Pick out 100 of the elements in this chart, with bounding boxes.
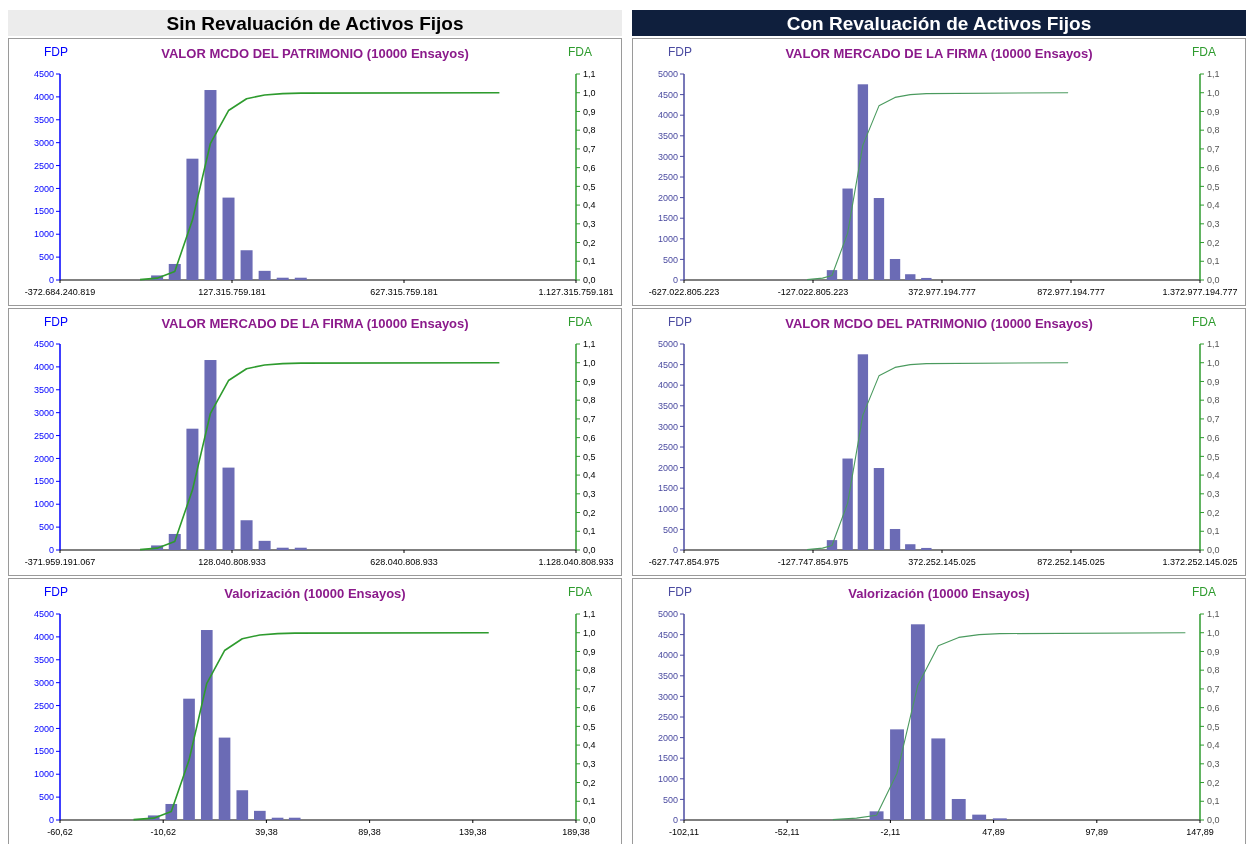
x-tick-label: 127.315.759.181	[198, 287, 266, 297]
y2-tick-label: 0,1	[1207, 796, 1220, 807]
y-tick-label: 2500	[33, 160, 54, 171]
text: Con Revaluación de Activos Fijos	[786, 13, 1092, 35]
y2-tick-label: 0,8	[1207, 395, 1220, 406]
y2-tick-label: 1,1	[583, 69, 596, 80]
y-tick-label: 4500	[33, 339, 54, 350]
y2-tick-label: 0,3	[1207, 488, 1220, 499]
y-axis-title: FDP	[668, 315, 692, 329]
y2-tick-label: 0,8	[583, 125, 596, 136]
x-tick-label: 1.128.040.808.933	[538, 557, 614, 567]
x-tick-label: 97,89	[1085, 827, 1109, 837]
line-series	[139, 361, 501, 551]
y-tick-label: 3500	[33, 654, 54, 665]
y2-tick-label: 0,2	[1207, 777, 1220, 788]
y-tick-label: 2000	[657, 192, 678, 203]
bar	[873, 468, 885, 550]
y2-tick-label: 0,4	[1207, 200, 1220, 211]
y-axis-title: FDP	[668, 585, 692, 599]
y2-tick-label: 0,9	[1207, 376, 1220, 387]
y2-tick-label: 0,6	[583, 702, 596, 713]
bar	[842, 188, 853, 280]
y-tick-label: 5000	[657, 69, 678, 80]
y2-axis-title: FDA	[1192, 315, 1216, 329]
y2-tick-label: 0,4	[1207, 740, 1220, 751]
bar	[222, 467, 235, 550]
y-tick-label: 2500	[657, 442, 678, 453]
y2-tick-label: 0,7	[583, 684, 596, 695]
y-tick-label: 0	[48, 545, 54, 556]
y-tick-label: 3500	[657, 670, 678, 681]
x-tick-label: -627.747.854.975	[648, 557, 720, 567]
x-tick-label: 372.252.145.025	[908, 557, 976, 567]
y-tick-label: 3000	[33, 137, 54, 148]
y-tick-label: 2000	[657, 462, 678, 473]
bar	[889, 528, 901, 550]
x-tick-label: 1.127.315.759.181	[538, 287, 614, 297]
x-tick-label: 628.040.808.933	[370, 557, 438, 567]
x-tick-label: -372.684.240.819	[24, 287, 96, 297]
y-tick-label: 1000	[33, 229, 54, 240]
x-tick-label: 128.040.808.933	[198, 557, 266, 567]
bar	[857, 84, 869, 280]
y2-tick-label: 0,3	[583, 758, 596, 769]
chart-title: VALOR MERCADO DE LA FIRMA (10000 Ensayos)	[785, 46, 1093, 61]
y2-tick-label: 0,1	[1207, 526, 1220, 537]
line-series	[806, 362, 1069, 551]
y2-tick-label: 0,9	[583, 376, 596, 387]
line-series	[139, 91, 501, 281]
y-tick-label: 1000	[33, 769, 54, 780]
y2-tick-label: 0,3	[1207, 218, 1220, 229]
x-tick-label: 1.372.977.194.777	[1162, 287, 1238, 297]
bar	[905, 274, 916, 280]
y2-tick-label: 1,0	[583, 627, 596, 638]
y2-tick-label: 0,5	[583, 451, 596, 462]
bar	[258, 270, 271, 280]
y-tick-label: 2000	[33, 723, 54, 734]
bar	[222, 197, 235, 280]
x-tick-label: -2,11	[880, 827, 901, 837]
y-tick-label: 4000	[33, 362, 54, 373]
y2-tick-label: 0,1	[583, 796, 596, 807]
y-tick-label: 1000	[33, 499, 54, 510]
chart-title: VALOR MCDO DEL PATRIMONIO (10000 Ensayos)	[161, 46, 469, 61]
y2-tick-label: 0,2	[583, 237, 596, 248]
chart-title: Valorización (10000 Ensayos)	[848, 586, 1030, 601]
y-tick-label: 1500	[33, 206, 54, 217]
y2-tick-label: 0,9	[1207, 646, 1220, 657]
y2-tick-label: 0,5	[583, 181, 596, 192]
y2-tick-label: 0,6	[583, 162, 596, 173]
y-tick-label: 500	[662, 524, 678, 535]
y2-tick-label: 0,2	[1207, 237, 1220, 248]
y-tick-label: 3000	[33, 677, 54, 688]
x-tick-label: 39,38	[255, 827, 278, 837]
y2-tick-label: 0,4	[583, 740, 596, 751]
y2-tick-label: 0,7	[583, 144, 596, 155]
y2-tick-label: 0,9	[583, 646, 596, 657]
y-tick-label: 2000	[33, 453, 54, 464]
y-tick-label: 1500	[657, 753, 678, 764]
line-series	[132, 631, 490, 821]
x-tick-label: -127.747.854.975	[777, 557, 849, 567]
y-tick-label: 1000	[657, 233, 678, 244]
bar	[905, 544, 916, 550]
y2-tick-label: 0,0	[583, 545, 596, 556]
y2-tick-label: 0,8	[583, 665, 596, 676]
y2-tick-label: 1,0	[583, 357, 596, 368]
y-axis-title: FDP	[668, 45, 692, 59]
y2-tick-label: 0,3	[583, 488, 596, 499]
y-axis-title: FDP	[44, 315, 68, 329]
y-tick-label: 4000	[657, 110, 678, 121]
x-tick-label: -52,11	[774, 827, 800, 837]
y-tick-label: 500	[38, 522, 54, 533]
y2-tick-label: 1,0	[583, 87, 596, 98]
y2-tick-label: 0,8	[583, 395, 596, 406]
y2-tick-label: 0,0	[583, 275, 596, 286]
y-tick-label: 5000	[657, 339, 678, 350]
bar	[910, 624, 925, 820]
y-tick-label: 0	[672, 545, 678, 556]
bar	[204, 90, 217, 280]
y2-axis-title: FDA	[1192, 585, 1216, 599]
y2-tick-label: 0,7	[1207, 144, 1220, 155]
y2-tick-label: 0,9	[583, 106, 596, 117]
bar	[240, 250, 253, 280]
